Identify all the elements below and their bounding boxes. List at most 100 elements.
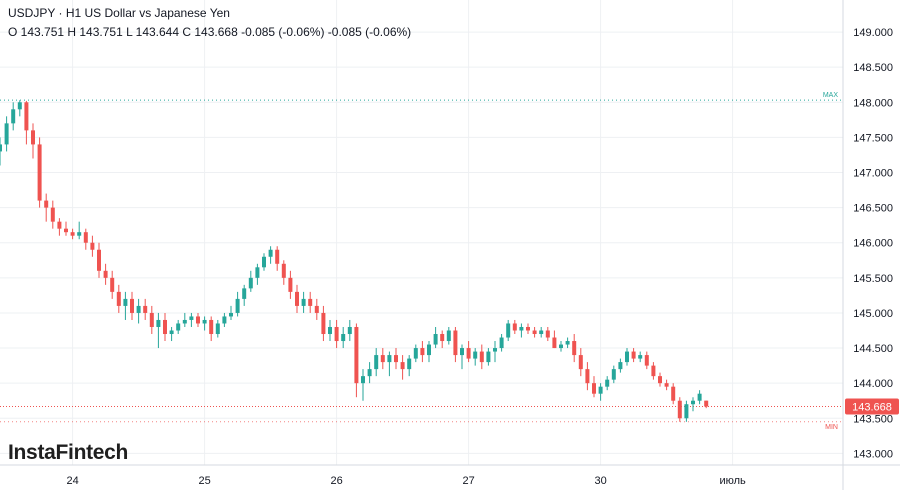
candle-body[interactable] [64,228,68,233]
candle-body[interactable] [97,249,101,271]
candle[interactable] [684,400,689,422]
candle[interactable] [209,316,214,342]
candle-body[interactable] [394,355,398,363]
candle-body[interactable] [367,369,372,377]
candle-body[interactable] [380,355,385,363]
candle-body[interactable] [288,277,293,292]
candle[interactable] [202,316,207,331]
candle-body[interactable] [664,383,669,387]
candle[interactable] [90,235,95,257]
candle-body[interactable] [361,376,365,384]
candle-body[interactable] [235,298,240,313]
candle-body[interactable] [691,400,695,405]
candle-body[interactable] [407,358,412,370]
candle[interactable] [380,348,385,370]
candle[interactable] [235,291,240,317]
candle[interactable] [189,312,194,327]
candle-body[interactable] [493,348,497,352]
candle[interactable] [222,312,227,327]
candle-body[interactable] [440,334,445,342]
candle-body[interactable] [512,323,517,331]
candle[interactable] [215,319,220,338]
candle[interactable] [143,298,148,320]
timeframe-label[interactable]: H1 [65,6,82,20]
candle-body[interactable] [90,242,95,250]
candle-body[interactable] [116,291,121,306]
candle[interactable] [196,312,200,327]
candle[interactable] [539,326,544,338]
candle[interactable] [149,305,154,335]
candle-body[interactable] [347,326,352,335]
candle[interactable] [420,341,425,363]
candle[interactable] [268,246,273,264]
candle-body[interactable] [400,362,405,370]
candle[interactable] [361,369,365,401]
candle-body[interactable] [295,291,299,306]
candle[interactable] [31,123,35,159]
candle[interactable] [347,319,352,342]
candle-body[interactable] [473,351,478,359]
candle[interactable] [275,246,280,271]
candle-body[interactable] [420,348,425,356]
candle[interactable] [704,400,709,409]
candle-body[interactable] [519,326,524,331]
candle[interactable] [572,334,577,363]
candle-body[interactable] [4,123,9,145]
candle[interactable] [308,291,313,313]
candle-body[interactable] [70,232,75,236]
candle-body[interactable] [341,334,346,342]
candle-body[interactable] [697,393,702,401]
candle-body[interactable] [374,355,379,370]
candle-body[interactable] [625,351,629,363]
candle[interactable] [288,270,293,299]
candle[interactable] [664,379,669,391]
candle-body[interactable] [486,351,491,363]
candle-body[interactable] [275,249,280,264]
candle-body[interactable] [149,312,154,327]
candle-body[interactable] [545,330,550,338]
candle[interactable] [658,372,662,387]
candle-body[interactable] [321,312,326,335]
candle[interactable] [427,341,431,363]
candle-body[interactable] [506,323,511,338]
candle[interactable] [334,319,339,349]
candle-body[interactable] [433,334,438,345]
candle-body[interactable] [671,386,676,401]
candle[interactable] [644,351,649,370]
candle[interactable] [697,390,702,405]
candle[interactable] [618,358,623,373]
candle-body[interactable] [592,383,596,394]
candle[interactable] [281,260,286,285]
candle[interactable] [552,330,557,349]
candle-body[interactable] [248,277,253,289]
candle-body[interactable] [103,270,108,278]
candle-body[interactable] [169,330,174,335]
candle[interactable] [97,242,101,278]
candle-body[interactable] [598,386,603,394]
candle-body[interactable] [552,337,557,349]
candle[interactable] [479,344,484,370]
candle-body[interactable] [618,362,623,370]
candle[interactable] [526,323,530,335]
candle-body[interactable] [130,298,134,313]
candle[interactable] [413,344,418,363]
candle-body[interactable] [658,376,662,384]
candle[interactable] [592,376,596,398]
candle-body[interactable] [704,400,709,407]
candle[interactable] [163,312,167,342]
candle-body[interactable] [57,221,62,229]
candle-body[interactable] [572,341,577,356]
candle-body[interactable] [209,319,214,335]
candle-body[interactable] [427,344,431,356]
candle[interactable] [407,355,412,377]
candle-body[interactable] [585,369,590,384]
candle-body[interactable] [314,305,319,313]
candle-body[interactable] [413,348,418,359]
candle[interactable] [169,326,174,342]
candle[interactable] [559,341,563,352]
candle-body[interactable] [499,337,504,349]
candle-body[interactable] [110,277,115,292]
candle[interactable] [354,323,359,398]
candle[interactable] [50,200,55,229]
